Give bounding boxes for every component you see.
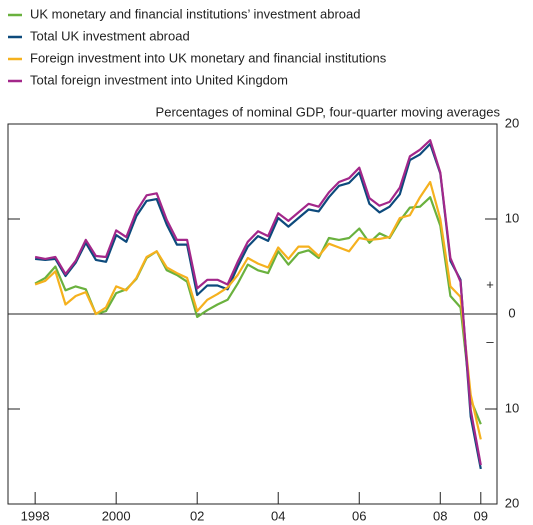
x-tick-label: 04 xyxy=(271,508,285,523)
y-tick-label: 20 xyxy=(505,495,519,510)
series-line xyxy=(34,180,482,440)
legend-label: UK monetary and financial institutions’ … xyxy=(30,6,360,21)
x-tick-label: 08 xyxy=(433,508,447,523)
series-line xyxy=(34,139,482,466)
legend-label: Total foreign investment into United Kin… xyxy=(30,72,288,87)
x-tick-label: 09 xyxy=(474,508,488,523)
annotation: + xyxy=(486,277,494,292)
annotation: – xyxy=(486,334,494,349)
x-tick-label: 06 xyxy=(352,508,366,523)
x-tick-label: 2000 xyxy=(102,508,131,523)
chart-subtitle: Percentages of nominal GDP, four-quarter… xyxy=(156,104,501,119)
x-tick-label: 02 xyxy=(190,508,204,523)
y-tick-label: 10 xyxy=(505,400,519,415)
y-tick-label: 0 xyxy=(508,305,515,320)
legend-label: Total UK investment abroad xyxy=(30,28,190,43)
y-tick-label: 10 xyxy=(505,210,519,225)
legend-label: Foreign investment into UK monetary and … xyxy=(30,50,387,65)
y-tick-label: 20 xyxy=(505,115,519,130)
x-tick-label: 1998 xyxy=(21,508,50,523)
series-line xyxy=(34,142,482,470)
series-line xyxy=(34,196,482,425)
